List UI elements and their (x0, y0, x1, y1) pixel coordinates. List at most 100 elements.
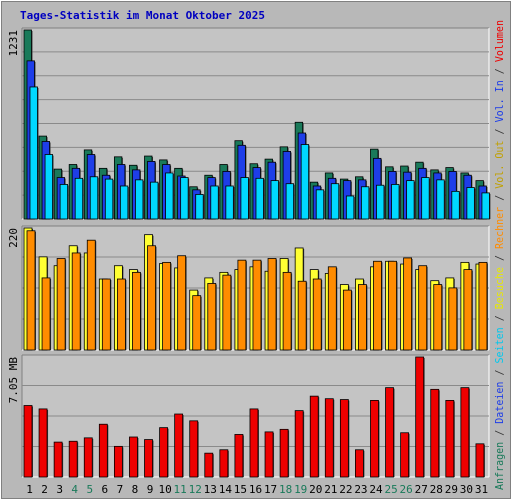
bar-seiten (255, 177, 264, 220)
bar-rechner (252, 259, 262, 351)
bar-seiten (406, 180, 415, 220)
bar-rechner (237, 259, 247, 351)
x-tick-label: 27 (415, 483, 428, 496)
bar-volumen (68, 440, 78, 478)
bar-rechner (192, 295, 202, 351)
bar-rechner (222, 274, 232, 351)
bar-volumen (129, 436, 138, 478)
bar-volumen (264, 431, 274, 478)
bar-rechner (71, 252, 81, 351)
bar-volumen (355, 449, 364, 478)
bar-rechner (388, 260, 397, 351)
bar-volumen (294, 410, 304, 478)
bar-seiten (29, 86, 38, 220)
bar-volumen (219, 449, 229, 478)
legend-separator: / (493, 122, 506, 140)
x-tick-label: 23 (354, 483, 367, 496)
bar-rechner (463, 269, 473, 351)
x-tick-label: 6 (102, 483, 109, 496)
legend-separator: / (493, 309, 506, 327)
bar-rechner (478, 261, 488, 351)
bar-rechner (147, 245, 156, 351)
bar-seiten (270, 180, 279, 220)
bar-volumen (113, 445, 123, 478)
bar-seiten (195, 194, 204, 220)
bar-volumen (234, 434, 244, 478)
legend-rechner: Rechner (493, 206, 506, 249)
bar-seiten (315, 189, 325, 220)
bar-rechner (327, 266, 337, 351)
bar-rechner (342, 289, 352, 351)
bar-rechner (116, 278, 126, 351)
x-tick-label: 18 (279, 483, 292, 496)
bar-seiten (225, 185, 234, 220)
bar-rechner (312, 278, 322, 351)
bar-rechner (86, 239, 96, 351)
x-tick-label: 4 (71, 483, 78, 496)
x-tick-label: 15 (234, 483, 247, 496)
bar-seiten (59, 184, 69, 220)
bar-seiten (44, 154, 53, 220)
x-tick-label: 25 (384, 483, 397, 496)
x-tick-label: 29 (445, 483, 458, 496)
bar-rechner (207, 283, 217, 351)
x-tick-label: 19 (294, 483, 307, 496)
bar-volumen (174, 413, 184, 478)
bar-volumen (445, 400, 455, 478)
bar-seiten (451, 190, 460, 220)
bar-volumen (144, 439, 153, 478)
bar-volumen (460, 387, 470, 478)
x-tick-label: 7 (117, 483, 124, 496)
y-max-label: 220 (7, 228, 20, 248)
bar-volumen (189, 420, 199, 478)
legend-separator: / (493, 424, 506, 442)
x-tick-label: 17 (264, 483, 277, 496)
x-tick-label: 10 (158, 483, 171, 496)
legend-separator: / (493, 249, 506, 267)
bar-volumen (204, 452, 214, 478)
bar-seiten (180, 177, 189, 220)
x-tick-label: 5 (86, 483, 93, 496)
bar-seiten (104, 178, 114, 220)
x-tick-label: 20 (309, 483, 322, 496)
bar-seiten (165, 172, 174, 220)
bar-rechner (177, 255, 187, 351)
bar-volumen (415, 356, 425, 478)
x-tick-label: 3 (56, 483, 63, 496)
x-tick-label: 12 (189, 483, 202, 496)
bar-seiten (74, 177, 84, 220)
x-tick-label: 11 (174, 483, 187, 496)
bar-rechner (56, 258, 66, 351)
legend-anfragen: Anfragen (493, 442, 506, 490)
bar-seiten (345, 195, 355, 220)
bar-seiten (466, 187, 475, 220)
x-tick-label: 30 (460, 483, 473, 496)
bar-volumen (23, 405, 33, 478)
right-legend: Anfragen / Dateien / Seiten / Besuche / … (493, 20, 506, 490)
bar-rechner (297, 280, 307, 351)
chart-title: Tages-Statistik im Monat Oktober 2025 (20, 9, 266, 22)
bar-volumen (279, 428, 289, 478)
bar-rechner (373, 260, 382, 351)
bar-rechner (162, 261, 171, 351)
bar-volumen (370, 400, 379, 478)
bar-seiten (119, 185, 129, 220)
bar-volumen (38, 408, 48, 478)
bar-seiten (210, 185, 219, 220)
bar-seiten (436, 179, 445, 220)
x-tick-label: 31 (475, 483, 488, 496)
legend-seiten: Seiten (493, 327, 506, 363)
bar-seiten (421, 177, 430, 220)
legend-separator: / (493, 363, 506, 381)
bar-rechner (132, 271, 141, 351)
x-tick-label: 16 (249, 483, 262, 496)
legend-besuche: Besuche (493, 267, 506, 309)
legend-vol-out: Vol. Out (493, 141, 506, 189)
bar-rechner (433, 284, 443, 351)
bar-seiten (240, 177, 249, 220)
bar-seiten (361, 186, 370, 220)
bar-volumen (339, 399, 349, 478)
bar-seiten (300, 144, 310, 220)
bar-rechner (41, 277, 51, 351)
bar-seiten (135, 179, 144, 220)
